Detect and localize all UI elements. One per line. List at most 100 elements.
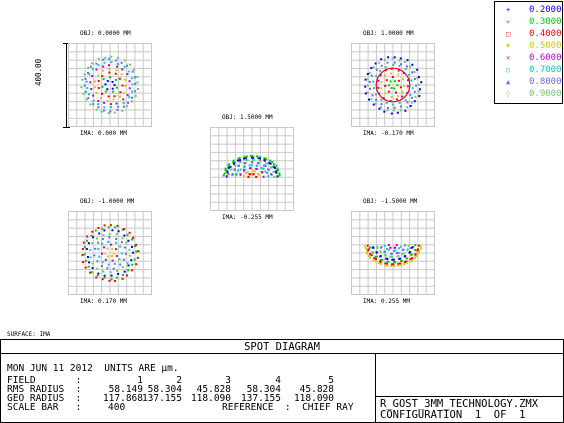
ray-point bbox=[102, 65, 105, 68]
ray-point bbox=[262, 164, 265, 167]
ray-point bbox=[365, 250, 368, 253]
ray-point bbox=[366, 252, 369, 255]
ray-point bbox=[272, 165, 275, 168]
ray-point bbox=[83, 253, 86, 256]
ray-point bbox=[110, 274, 113, 277]
ray-point bbox=[98, 255, 101, 258]
legend-value: 0.5000 bbox=[529, 41, 562, 51]
ray-point bbox=[391, 258, 394, 261]
ray-point bbox=[392, 64, 395, 67]
spot-diagram-plot bbox=[351, 43, 435, 127]
ray-point bbox=[269, 159, 272, 162]
field-value: 1 bbox=[137, 375, 143, 386]
ray-point bbox=[369, 256, 372, 259]
ray-point bbox=[110, 103, 113, 106]
ray-point bbox=[369, 87, 372, 90]
ray-point bbox=[128, 248, 131, 251]
ray-point bbox=[119, 245, 122, 248]
ray-point bbox=[110, 55, 113, 58]
ray-point bbox=[118, 95, 121, 98]
ray-point bbox=[379, 87, 382, 90]
ray-point bbox=[104, 90, 107, 93]
ray-point bbox=[405, 260, 408, 263]
ray-point bbox=[380, 58, 383, 61]
ray-point bbox=[278, 172, 281, 175]
ray-point bbox=[111, 87, 114, 90]
ray-point bbox=[399, 245, 402, 248]
ray-point bbox=[117, 105, 120, 108]
ray-point bbox=[411, 257, 414, 260]
field-image-label: IMA: -0.170 MM bbox=[363, 130, 414, 137]
ray-point bbox=[248, 164, 251, 167]
spot-diagram-plot bbox=[351, 211, 435, 295]
ray-point bbox=[413, 90, 416, 93]
ray-point bbox=[372, 246, 375, 249]
ray-point bbox=[227, 173, 230, 176]
ray-point bbox=[118, 77, 121, 80]
ray-point bbox=[401, 253, 404, 256]
ray-point bbox=[103, 106, 106, 109]
ray-point bbox=[243, 155, 246, 158]
ray-point bbox=[81, 78, 84, 81]
ray-point bbox=[379, 263, 382, 266]
ray-point bbox=[97, 80, 100, 83]
file-divider bbox=[375, 396, 564, 397]
ray-point bbox=[117, 230, 120, 233]
ray-point bbox=[252, 173, 255, 176]
title-divider bbox=[0, 353, 564, 354]
ray-point bbox=[96, 237, 99, 240]
ray-point bbox=[92, 94, 95, 97]
ray-point bbox=[91, 242, 94, 245]
ray-point bbox=[379, 250, 382, 253]
ray-point bbox=[227, 163, 230, 166]
legend-value: 0.4000 bbox=[529, 29, 562, 39]
ray-point bbox=[380, 98, 383, 101]
ray-point bbox=[120, 241, 123, 244]
geo-radius-value: 137.155 bbox=[240, 393, 281, 404]
ray-point bbox=[386, 61, 389, 64]
spot-diagram-plot bbox=[68, 43, 152, 127]
field-label: FIELD : bbox=[7, 375, 82, 386]
ray-point bbox=[374, 93, 377, 96]
ray-point bbox=[236, 159, 239, 162]
ray-point bbox=[81, 254, 84, 257]
ray-point bbox=[103, 101, 106, 104]
ray-point bbox=[379, 258, 382, 261]
ray-point bbox=[127, 70, 130, 73]
ray-point bbox=[396, 84, 399, 87]
ray-point bbox=[135, 250, 138, 253]
ray-point bbox=[89, 81, 92, 84]
ray-point bbox=[91, 236, 94, 239]
ray-point bbox=[411, 87, 414, 90]
ray-point bbox=[263, 156, 266, 159]
ray-point bbox=[374, 258, 377, 261]
ray-point bbox=[95, 108, 98, 111]
ray-point bbox=[128, 96, 131, 99]
ray-point bbox=[107, 112, 110, 115]
ray-point bbox=[115, 59, 118, 62]
ray-point bbox=[404, 244, 407, 247]
legend-symbol: ▲ bbox=[506, 78, 511, 86]
ray-point bbox=[112, 252, 115, 255]
geo-radius-value: 118.090 bbox=[293, 393, 334, 404]
ray-point bbox=[224, 169, 227, 172]
ray-point bbox=[121, 228, 124, 231]
ray-point bbox=[393, 56, 396, 59]
ray-point bbox=[123, 234, 126, 237]
legend-symbol: ◊ bbox=[506, 90, 511, 98]
ray-point bbox=[405, 257, 408, 260]
ray-point bbox=[416, 68, 419, 71]
ray-point bbox=[243, 175, 246, 178]
ray-point bbox=[121, 68, 124, 71]
ray-point bbox=[404, 61, 407, 64]
ray-point bbox=[406, 249, 409, 252]
ray-point bbox=[98, 232, 101, 235]
ray-point bbox=[406, 248, 409, 251]
ray-point bbox=[97, 57, 100, 60]
ray-point bbox=[401, 78, 404, 81]
ray-point bbox=[247, 176, 250, 178]
ring-marker bbox=[375, 67, 411, 103]
ray-point bbox=[91, 262, 94, 265]
ray-point bbox=[137, 250, 140, 253]
ray-point bbox=[401, 90, 404, 93]
